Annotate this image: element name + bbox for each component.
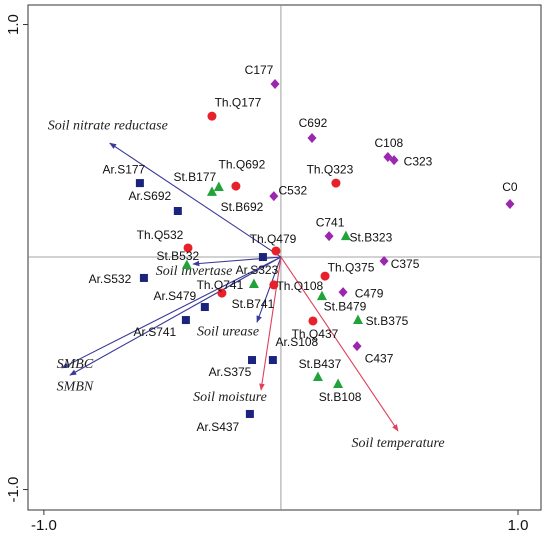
point-label: Th.Q108	[276, 279, 323, 293]
point-label: St.B741	[232, 297, 275, 311]
point-label: Th.Q479	[250, 232, 297, 246]
vector-arrow	[256, 256, 282, 323]
point-label: Ar.S532	[89, 272, 132, 286]
point-label: C0	[502, 180, 518, 194]
point	[308, 316, 318, 326]
point-label: St.B692	[221, 200, 264, 214]
vector-arrow	[280, 256, 399, 432]
point	[269, 191, 279, 202]
point	[316, 290, 327, 301]
vector-label: SMBN	[57, 379, 94, 394]
point-label: St.B532	[156, 249, 199, 263]
point-label: C437	[365, 351, 394, 365]
point	[183, 243, 193, 253]
point	[379, 255, 389, 266]
point-label: Ar.S479	[153, 289, 196, 303]
point-label: St.B323	[350, 230, 393, 244]
point	[139, 273, 148, 282]
point	[312, 371, 323, 382]
point-label: Ar.S741	[134, 325, 177, 339]
point	[207, 111, 217, 121]
vector-arrow	[69, 256, 282, 376]
vector-label: Soil nitrate reductase	[48, 118, 168, 133]
point	[213, 181, 224, 192]
point	[173, 206, 182, 215]
point	[271, 246, 281, 256]
point-label: C375	[391, 257, 420, 271]
point	[206, 186, 217, 196]
point	[389, 155, 399, 166]
point	[248, 356, 257, 365]
point-label: St.B375	[366, 314, 409, 328]
point	[333, 378, 344, 388]
point-label: Th.Q177	[215, 95, 262, 109]
vector-label: SMBC	[57, 357, 94, 372]
point-label: Th.Q532	[137, 228, 184, 242]
point-label: Th.Q437	[292, 327, 339, 341]
point-label: C479	[355, 286, 384, 300]
vector-label: Soil urease	[197, 324, 259, 339]
point	[269, 280, 279, 290]
vector-arrow	[259, 256, 282, 391]
vector-label: Soil invertase	[156, 264, 233, 279]
x-tick-label: 1.0	[508, 517, 529, 534]
point	[200, 303, 209, 312]
point	[340, 230, 351, 241]
y-tick-label: -1.0	[5, 477, 22, 503]
point	[307, 132, 317, 143]
vector-label: Soil moisture	[193, 390, 267, 405]
point	[320, 271, 330, 281]
plot-frame	[27, 4, 542, 511]
point-label: Ar.S375	[209, 365, 252, 379]
point-label: Ar.S177	[103, 162, 146, 176]
point	[270, 79, 280, 90]
point-label: C532	[278, 183, 307, 197]
point-label: C108	[375, 136, 404, 150]
point-label: Ar.S692	[128, 189, 171, 203]
point	[258, 253, 267, 262]
point-label: Th.Q741	[197, 278, 244, 292]
point-label: Ar.S437	[197, 420, 240, 434]
point	[352, 341, 362, 352]
vector-arrow	[61, 256, 282, 369]
point-label: C741	[316, 215, 345, 229]
point	[231, 181, 241, 191]
point-label: St.B108	[319, 390, 362, 404]
point	[331, 178, 341, 188]
point-label: Th.Q375	[328, 260, 375, 274]
point	[338, 287, 348, 298]
point	[505, 199, 515, 210]
point	[217, 288, 227, 298]
point	[248, 278, 259, 289]
point-label: Th.Q692	[219, 157, 266, 171]
point-label: Ar.S108	[276, 335, 319, 349]
point	[181, 259, 192, 269]
point	[352, 314, 363, 325]
x-tick-label: -1.0	[31, 517, 57, 534]
y-tick-label: 1.0	[5, 14, 22, 35]
point	[268, 356, 277, 365]
point-label: C177	[245, 63, 274, 77]
point-label: St.B177	[173, 170, 216, 184]
point	[181, 316, 190, 325]
point-label: C692	[299, 116, 328, 130]
point-label: C323	[404, 154, 433, 168]
point	[324, 231, 334, 242]
point	[245, 409, 254, 418]
vector-label: Soil temperature	[351, 436, 444, 451]
point-label: St.B437	[299, 357, 342, 371]
point	[135, 179, 144, 188]
point-label: Th.Q323	[307, 162, 354, 176]
point-label: Ar.S323	[236, 263, 279, 277]
vector-arrow	[109, 142, 282, 258]
point-label: St.B479	[324, 299, 367, 313]
